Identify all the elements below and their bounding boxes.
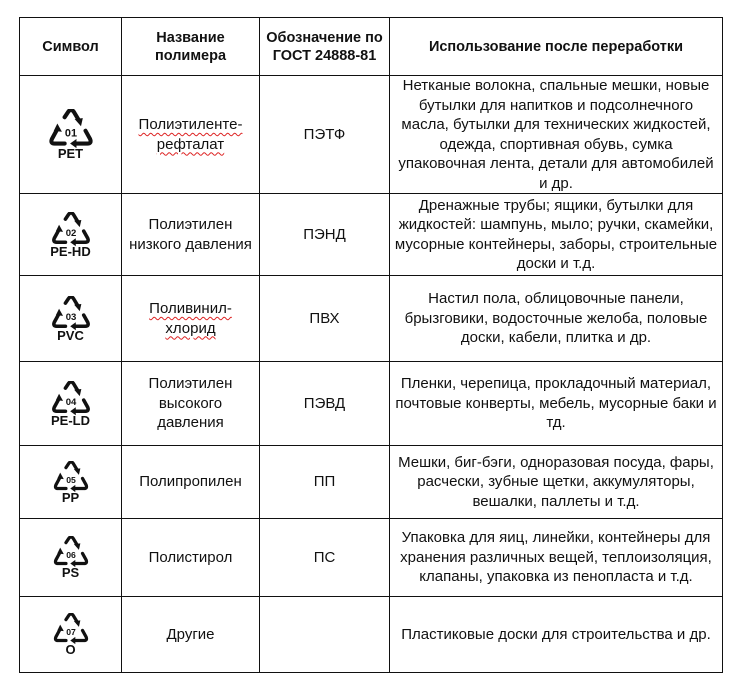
header-gost: Обозначение по ГОСТ 24888-81 — [259, 17, 390, 76]
table-row: 01 PET Полиэтиленте-рефталат ПЭТФ Неткан… — [19, 75, 723, 194]
header-symbol: Символ — [19, 17, 122, 76]
recycling-number: 01 — [64, 127, 76, 139]
symbol-cell: 07 O — [19, 596, 122, 673]
polymer-name: Полиэтилен низкого давления — [129, 216, 252, 253]
name-cell: Полистирол — [121, 518, 260, 597]
recycling-triangle-icon: 03 — [51, 295, 90, 330]
recycling-number: 06 — [66, 550, 76, 560]
table-row: 07 O Другие Пластиковые доски для строит… — [19, 596, 723, 673]
symbol-cell: 02 PE-HD — [19, 193, 122, 276]
recycling-symbol: 07 O — [24, 613, 117, 656]
name-cell: Полиэтилен высокого давления — [121, 361, 260, 446]
recycling-number: 07 — [66, 627, 76, 637]
recycling-symbol: 01 PET — [24, 109, 117, 160]
table-row: 06 PS Полистирол ПС Упаковка для яиц, ли… — [19, 518, 723, 597]
polymer-code: PP — [61, 489, 80, 505]
name-cell: Полиэтилен низкого давления — [121, 193, 260, 276]
polymer-name: Полипропилен — [139, 473, 242, 491]
header-row: Символ Название полимера Обозначение по … — [19, 17, 723, 76]
table-row: 04 PE-LD Полиэтилен высокого давления ПЭ… — [19, 361, 723, 446]
polymer-code: PVC — [57, 327, 84, 343]
polymer-code: O — [65, 642, 76, 657]
recycling-number: 02 — [65, 227, 76, 238]
usage-cell: Мешки, биг-бэги, одноразовая посуда, фар… — [389, 445, 723, 519]
polymer-name: Другие — [166, 625, 215, 643]
usage-cell: Дренажные трубы; ящики, бутылки для жидк… — [389, 193, 723, 276]
gost-cell: ПЭТФ — [259, 75, 390, 194]
polymer-code: PET — [57, 146, 84, 161]
recycling-symbol: 04 PE-LD — [24, 380, 117, 428]
symbol-cell: 05 PP — [19, 445, 122, 519]
gost-cell: ПЭНД — [259, 193, 390, 276]
polymer-code: PE-HD — [50, 243, 91, 259]
polymer-name: Поливинил-хлорид — [149, 300, 232, 337]
polymer-code: PE-LD — [51, 412, 90, 428]
recycling-number: 04 — [65, 396, 76, 407]
table-row: 02 PE-HD Полиэтилен низкого давления ПЭН… — [19, 193, 723, 276]
recycling-triangle-icon: 01 — [48, 109, 93, 149]
usage-cell: Настил пола, облицовочные панели, брызго… — [389, 275, 723, 362]
recycling-symbol: 06 PS — [24, 536, 117, 579]
recycling-triangle-icon: 02 — [51, 211, 90, 246]
symbol-cell: 06 PS — [19, 518, 122, 597]
polymer-name: Полиэтиленте-рефталат — [138, 116, 243, 153]
polymer-name: Полиэтилен высокого давления — [148, 375, 233, 432]
name-cell: Поливинил-хлорид — [121, 275, 260, 362]
usage-cell: Упаковка для яиц, линейки, контейнеры дл… — [389, 518, 723, 597]
gost-cell: ПВХ — [259, 275, 390, 362]
usage-cell: Пленки, черепица, прокладочный материал,… — [389, 361, 723, 446]
usage-cell: Пластиковые доски для строительства и др… — [389, 596, 723, 673]
recycling-number: 05 — [66, 474, 76, 484]
polymer-code: PS — [61, 565, 80, 580]
table-row: 05 PP Полипропилен ПП Мешки, биг-бэги, о… — [19, 445, 723, 519]
name-cell: Другие — [121, 596, 260, 673]
gost-cell: ПЭВД — [259, 361, 390, 446]
recycling-triangle-icon: 07 — [53, 613, 88, 645]
recycling-symbol: 03 PVC — [24, 295, 117, 343]
plastic-recycling-table: Символ Название полимера Обозначение по … — [19, 17, 723, 673]
gost-cell: ПС — [259, 518, 390, 597]
recycling-triangle-icon: 06 — [53, 536, 88, 568]
symbol-cell: 03 PVC — [19, 275, 122, 362]
name-cell: Полиэтиленте-рефталат — [121, 75, 260, 194]
usage-cell: Нетканые волокна, спальные мешки, новые … — [389, 75, 723, 194]
gost-cell: ПП — [259, 445, 390, 519]
recycling-triangle-icon: 05 — [53, 460, 88, 492]
name-cell: Полипропилен — [121, 445, 260, 519]
recycling-triangle-icon: 04 — [51, 380, 90, 415]
header-usage: Использование после переработки — [389, 17, 723, 76]
table-row: 03 PVC Поливинил-хлорид ПВХ Настил пола,… — [19, 275, 723, 362]
recycling-number: 03 — [65, 311, 76, 322]
polymer-name: Полистирол — [148, 548, 233, 566]
recycling-symbol: 02 PE-HD — [24, 211, 117, 259]
header-name: Название полимера — [121, 17, 260, 76]
gost-cell — [259, 596, 390, 673]
symbol-cell: 04 PE-LD — [19, 361, 122, 446]
recycling-symbol: 05 PP — [24, 460, 117, 505]
symbol-cell: 01 PET — [19, 75, 122, 194]
